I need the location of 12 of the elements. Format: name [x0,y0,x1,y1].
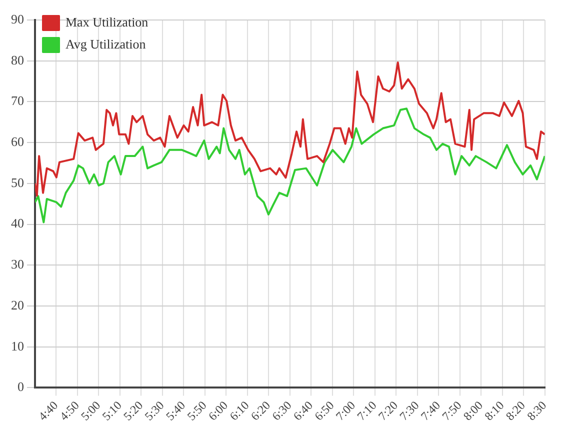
y-tick-label: 60 [11,134,24,149]
legend-label: Avg Utilization [66,36,146,52]
y-tick-label: 0 [18,379,24,394]
y-tick-label: 90 [11,11,24,26]
y-tick-label: 30 [11,256,24,272]
legend-label: Max Utilization [66,14,149,30]
y-tick-label: 80 [11,52,24,68]
y-tick-label: 70 [11,93,24,108]
y-tick-label: 10 [11,338,24,354]
y-tick-label: 40 [11,216,24,231]
y-tick-label: 50 [11,174,24,190]
y-tick-label: 20 [11,297,24,312]
